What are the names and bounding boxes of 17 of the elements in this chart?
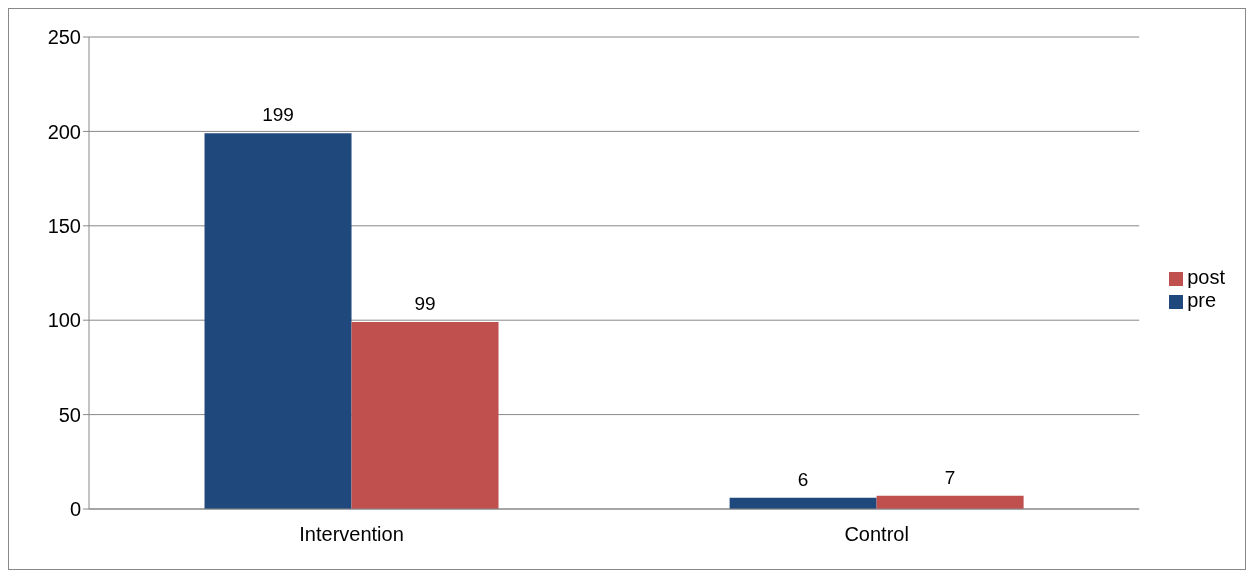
legend-label: pre	[1187, 289, 1217, 311]
data-label: 7	[944, 466, 956, 488]
data-label: 6	[797, 468, 809, 490]
y-tick-label: 100	[47, 309, 81, 332]
y-tick-label: 200	[47, 120, 81, 143]
x-tick-label: Control	[844, 523, 909, 546]
y-tick-label: 50	[58, 403, 81, 426]
y-tick-label: 0	[69, 498, 81, 521]
y-tick-label: 150	[47, 214, 81, 237]
data-label: 199	[262, 104, 294, 126]
legend-label: post	[1187, 266, 1225, 288]
x-tick-label: Intervention	[299, 523, 404, 546]
data-label: 99	[414, 293, 436, 315]
y-tick-label: 250	[47, 26, 81, 49]
bar	[876, 495, 1024, 509]
bar	[351, 322, 499, 509]
bar	[204, 133, 352, 509]
